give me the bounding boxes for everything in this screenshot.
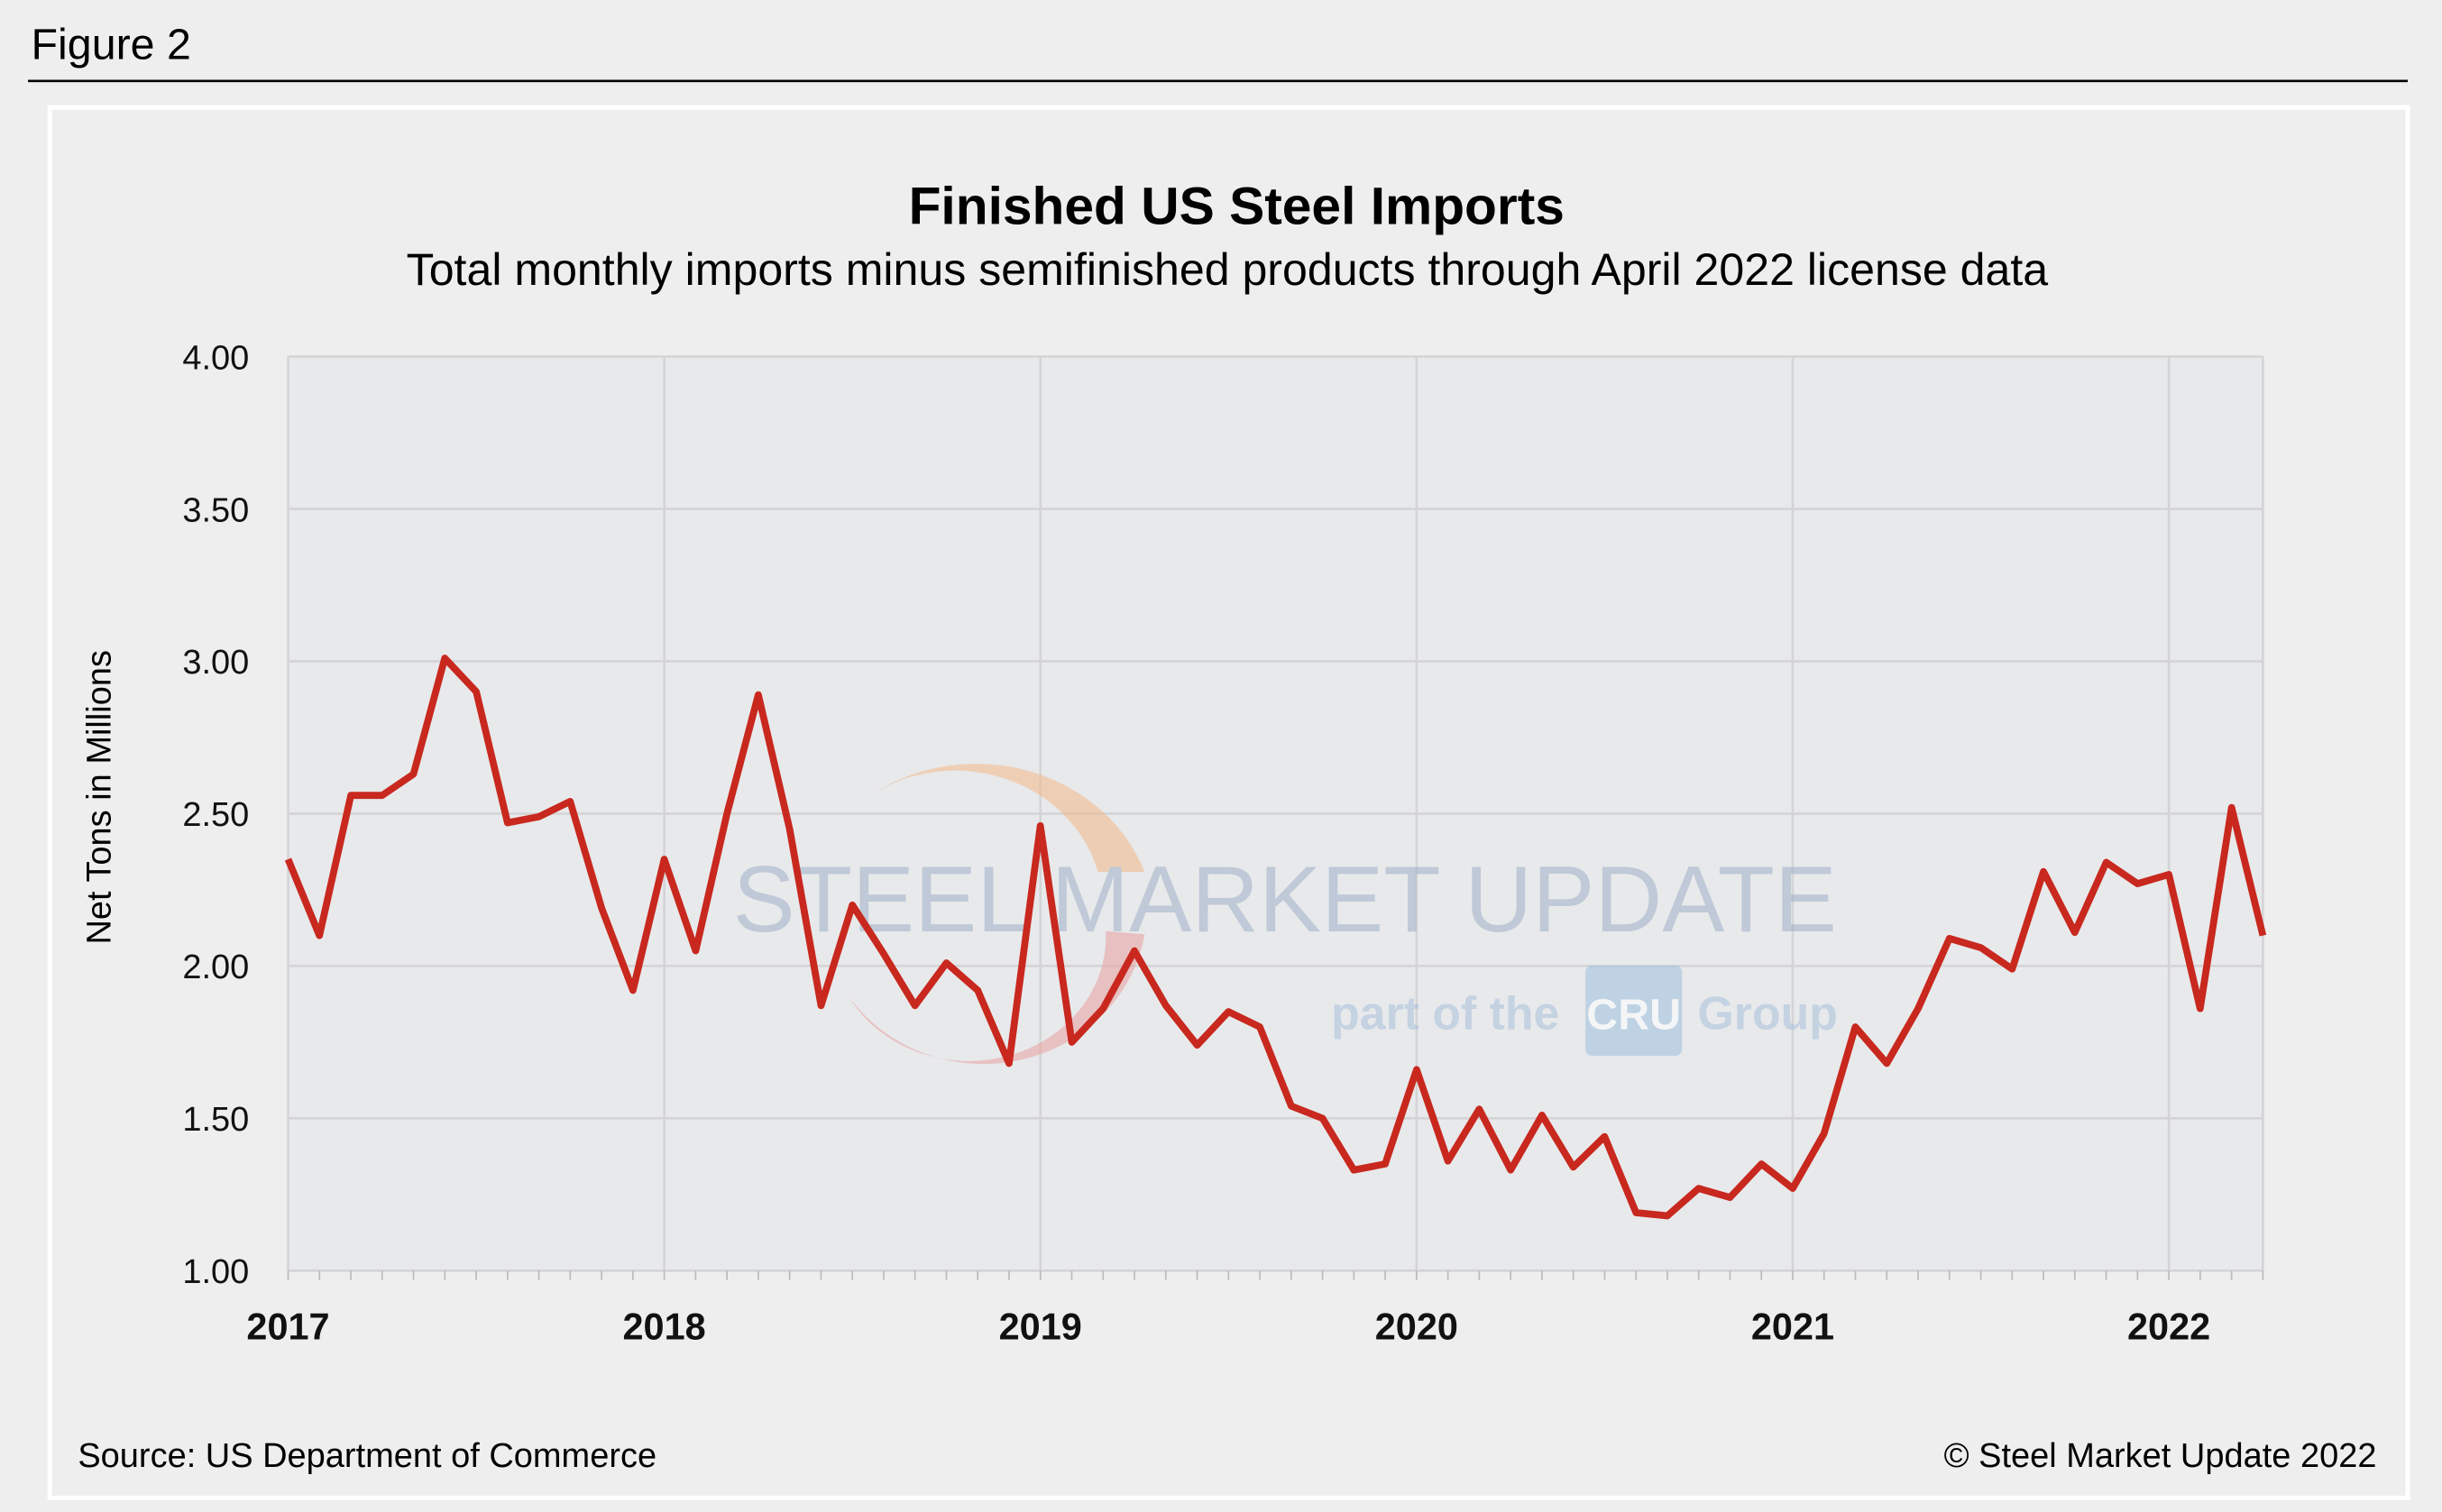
y-tick-label: 1.50 (182, 1101, 249, 1139)
y-axis-label: Net Tons in Millions (81, 650, 119, 945)
chart-title: Finished US Steel Imports (909, 178, 1565, 236)
figure-label: Figure 2 (32, 21, 191, 69)
x-tick-label: 2018 (623, 1305, 706, 1347)
y-tick-label: 4.00 (182, 339, 249, 377)
watermark-tagline-post: Group (1698, 987, 1838, 1040)
watermark-tagline-pre: part of the (1331, 987, 1559, 1040)
watermark-arc-icon (872, 764, 1145, 873)
y-tick-label: 3.00 (182, 644, 249, 682)
watermark-brand: STEEL MARKET UPDATE (733, 847, 1837, 951)
gridlines (287, 355, 2264, 1272)
x-tick-label: 2022 (2127, 1305, 2210, 1347)
copyright-note: © Steel Market Update 2022 (1944, 1437, 2377, 1475)
cru-logo-icon (1585, 965, 1683, 1056)
y-tick-label: 3.50 (182, 491, 249, 529)
y-tick-label: 2.00 (182, 948, 249, 986)
y-tick-label: 1.00 (182, 1253, 249, 1291)
x-tick-label: 2020 (1375, 1305, 1458, 1347)
source-note: Source: US Department of Commerce (78, 1437, 656, 1475)
x-axis-ticks: 2017 2018 2019 2020 2021 2022 (246, 1270, 2264, 1347)
y-axis-ticks: 1.00 1.50 2.00 2.50 3.00 3.50 4.00 (182, 339, 249, 1291)
data-points (288, 657, 2263, 1216)
x-tick-label: 2017 (246, 1305, 329, 1347)
watermark-tagline-logo: CRU (1586, 991, 1681, 1040)
chart-subtitle: Total monthly imports minus semifinished… (407, 244, 2049, 295)
x-tick-label: 2021 (1751, 1305, 1834, 1347)
x-tick-label: 2019 (999, 1305, 1082, 1347)
y-tick-label: 2.50 (182, 796, 249, 834)
series-line (284, 655, 2267, 1220)
